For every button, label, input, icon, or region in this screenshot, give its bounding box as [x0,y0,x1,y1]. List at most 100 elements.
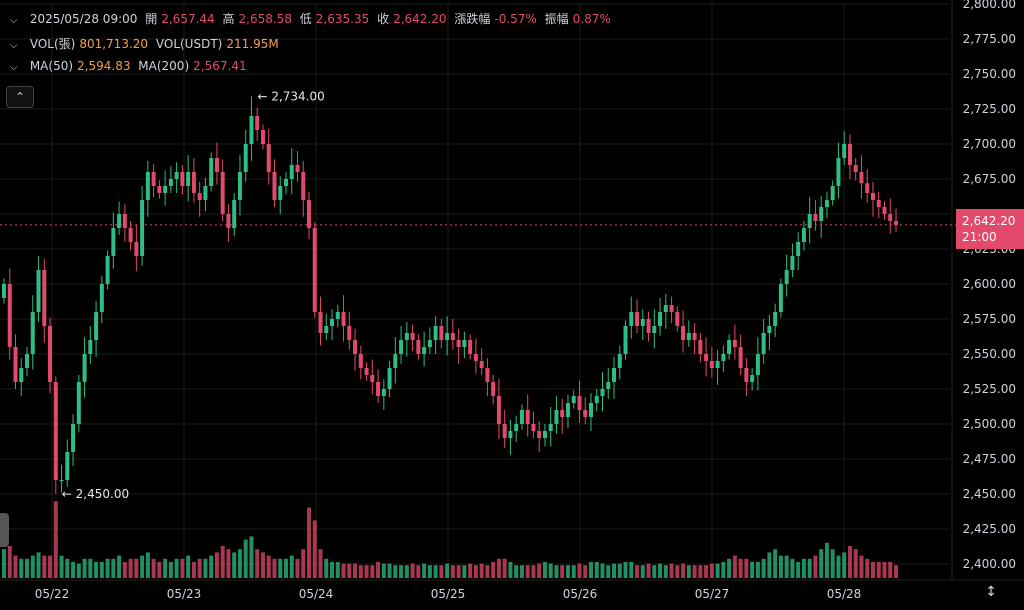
volume-bar [324,558,329,578]
chevron-down-icon[interactable]: ⌵ [10,40,18,51]
y-tick-label: 2,550.00 [963,347,1016,361]
volume-bar [479,563,484,578]
volume-bar [439,565,444,578]
candle-body [894,221,898,225]
volume-bar [796,562,801,578]
candle-body [117,214,122,228]
candle-body [283,179,288,186]
candle-body [439,326,444,340]
volume-bar [2,549,6,578]
volume-bar [312,520,317,578]
volume-bar [48,555,53,578]
volume-bar [410,563,415,578]
volume-bar [738,558,743,578]
candle-body [203,186,208,200]
volume-bar [514,565,519,578]
candle-body [59,480,64,481]
volume-bar [819,549,824,578]
candle-body [865,183,870,193]
volume-bar [255,549,260,578]
candle-body [260,130,265,144]
volume-bar [358,565,363,578]
volume-bar [721,562,726,578]
volume-bar [565,565,570,578]
volume-bar [220,546,225,578]
volume-bar [19,558,24,578]
volume-bar [594,562,599,578]
current-price-tag: 2,642.20 21:00 [956,209,1024,249]
candle-body [629,312,634,326]
candle-body [76,382,81,424]
candle-body [364,368,369,375]
side-panel-handle[interactable] [0,513,9,547]
volume-bar [652,565,657,578]
volume-bar [709,563,714,578]
volume-bar [548,563,553,578]
x-tick-label: 05/26 [563,587,598,601]
candle-body [588,403,593,417]
candle-body [635,312,640,326]
candle-body [404,333,409,340]
volume-bar [427,565,432,578]
y-tick-label: 2,800.00 [963,0,1016,11]
volume-bar [629,562,634,578]
volume-bar [790,558,795,578]
volume-bar [617,563,622,578]
candle-body [134,242,139,256]
candle-body [42,270,47,326]
candle-body [13,347,18,382]
volume-bar [399,565,404,578]
candle-body [140,200,145,256]
x-tick-label: 05/28 [827,587,862,601]
volume-bar [341,563,346,578]
y-tick-label: 2,700.00 [963,137,1016,151]
candle-body [462,340,467,347]
chevron-down-icon[interactable]: ⌵ [10,15,18,26]
candle-body [807,214,812,228]
candle-body [370,375,375,382]
countdown: 21:00 [962,230,997,244]
candle-body [853,165,858,172]
candle-body [427,340,432,347]
volume-bar [623,562,628,578]
chevron-down-icon[interactable]: ⌵ [10,62,18,73]
volume-bar [767,552,772,578]
candle-body [577,396,582,410]
volume-bar [491,562,496,578]
collapse-legend-button[interactable]: ⌃ [6,86,34,108]
volume-bar [577,563,582,578]
volume-bar [65,558,70,578]
candle-body [698,340,703,354]
candle-body [456,340,461,347]
volume-bar [7,546,12,578]
candle-body [750,375,755,382]
volume-bar [71,562,76,578]
volume-bar [105,558,110,578]
volume-bar [865,558,870,578]
candle-body [784,270,789,284]
current-price: 2,642.20 [962,214,1016,228]
candle-body [197,193,202,200]
candle-body [669,305,674,312]
volume-bar [243,539,248,578]
volume-bar [473,565,478,578]
candle-body [583,410,588,417]
volume-bar [525,565,530,578]
volume-bar [456,565,461,578]
volume-bar [646,563,651,578]
candle-body [542,431,547,438]
volume-bar [830,549,835,578]
volume-bar [272,558,277,578]
volume-bar [859,555,864,578]
reset-scale-icon[interactable]: ↕ [985,584,997,600]
volume-bar [186,555,191,578]
candle-body [335,312,340,319]
candle-body [307,200,312,228]
volume-bar [249,536,254,578]
candle-body [876,200,881,207]
candle-body [226,214,231,228]
candle-body [681,326,686,340]
volume-bar [393,565,398,578]
candle-body [508,431,513,438]
